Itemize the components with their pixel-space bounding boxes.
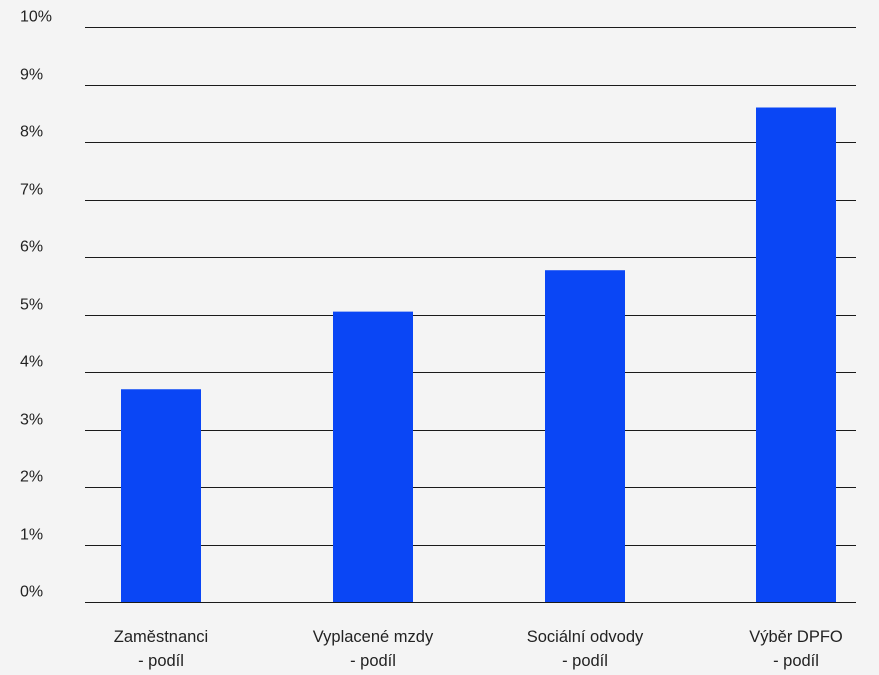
y-tick-label: 5% xyxy=(20,297,43,314)
x-category-label: Vyplacené mzdy - podíl xyxy=(313,628,434,670)
y-tick-label: 0% xyxy=(20,584,43,601)
x-category-label: Výběr DPFO - podíl xyxy=(749,628,843,670)
y-tick-label: 9% xyxy=(20,67,43,84)
bar-1 xyxy=(121,389,201,602)
x-category-label: Sociální odvody - podíl xyxy=(527,628,644,670)
bar-3 xyxy=(545,270,625,602)
y-tick-label: 3% xyxy=(20,412,43,429)
y-tick-label: 1% xyxy=(20,527,43,544)
y-axis-ticks: 0% 1% 2% 3% 4% 5% 6% 7% 8% 9% 10% xyxy=(20,9,52,601)
y-tick-label: 6% xyxy=(20,239,43,256)
y-tick-label: 2% xyxy=(20,469,43,486)
x-category-label-line1: Sociální odvody xyxy=(527,628,644,646)
gridlines xyxy=(85,27,856,603)
x-category-label-line2: - podíl xyxy=(350,652,396,670)
x-category-label-line2: - podíl xyxy=(562,652,608,670)
x-category-label-line2: - podíl xyxy=(138,652,184,670)
y-tick-label: 8% xyxy=(20,124,43,141)
y-tick-label: 10% xyxy=(20,9,52,26)
y-tick-label: 4% xyxy=(20,354,43,371)
bars xyxy=(121,107,836,602)
x-category-label-line2: - podíl xyxy=(773,652,819,670)
y-tick-label: 7% xyxy=(20,182,43,199)
bar-4 xyxy=(756,107,836,602)
x-category-label-line1: Zaměstnanci xyxy=(114,628,208,646)
x-category-label: Zaměstnanci - podíl xyxy=(114,628,208,670)
x-category-label-line1: Výběr DPFO xyxy=(749,628,843,646)
x-category-label-line1: Vyplacené mzdy xyxy=(313,628,434,646)
bar-2 xyxy=(333,311,413,602)
